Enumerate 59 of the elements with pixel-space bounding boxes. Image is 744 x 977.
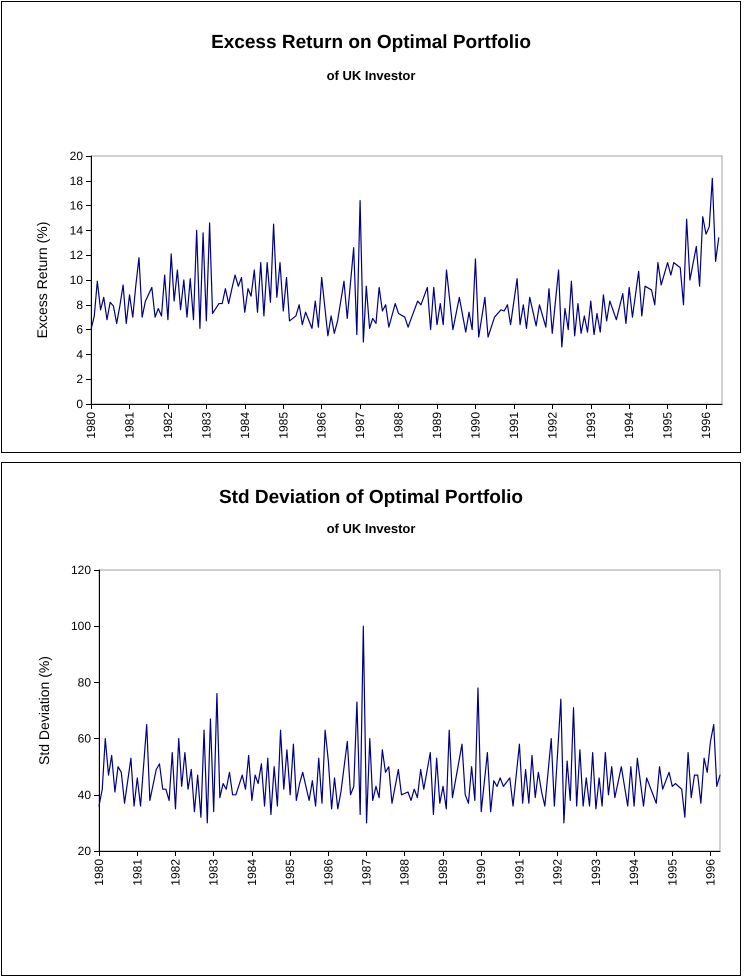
x-tick-label: 1982 — [168, 858, 182, 886]
x-tick-label: 1992 — [545, 412, 560, 439]
y-tick-label: 4 — [76, 347, 84, 362]
y-tick-label: 10 — [70, 273, 84, 287]
x-tick-label: 1980 — [92, 858, 106, 886]
y-tick-label: 6 — [76, 322, 84, 337]
y-tick-label: 100 — [70, 619, 92, 634]
x-tick-label: 1987 — [360, 858, 374, 886]
y-tick-label: 80 — [78, 675, 92, 690]
line-series — [90, 178, 720, 348]
y-axis-title: Std Deviation (%) — [36, 656, 52, 765]
x-tick-label: 1983 — [206, 858, 221, 886]
chart-title: Excess Return on Optimal Portfolio — [211, 32, 531, 53]
y-tick-label: 2 — [76, 372, 84, 386]
y-axis-title: Excess Return (%) — [34, 222, 50, 338]
x-tick-label: 1980 — [84, 412, 98, 439]
x-tick-label: 1993 — [584, 412, 598, 439]
x-tick-label: 1985 — [276, 412, 290, 439]
x-tick-label: 1995 — [665, 858, 680, 886]
y-tick-label: 14 — [70, 223, 84, 238]
x-tick-label: 1981 — [122, 412, 137, 439]
x-tick-label: 1990 — [474, 858, 488, 886]
x-tick-label: 1988 — [398, 858, 412, 886]
y-tick-label: 60 — [78, 732, 92, 746]
y-tick-label: 18 — [70, 174, 84, 188]
y-tick-label: 16 — [70, 198, 84, 213]
x-tick-label: 1996 — [699, 412, 714, 439]
x-tick-label: 1985 — [283, 858, 298, 886]
x-tick-label: 1988 — [392, 412, 406, 439]
x-tick-label: 1986 — [314, 412, 329, 439]
x-tick-label: 1993 — [588, 858, 603, 886]
x-tick-label: 1981 — [130, 858, 144, 886]
y-tick-label: 0 — [76, 397, 84, 411]
x-tick-label: 1996 — [703, 858, 718, 886]
chart-title: Std Deviation of Optimal Portfolio — [219, 487, 523, 508]
y-tick-label: 8 — [76, 298, 84, 312]
x-tick-label: 1995 — [660, 412, 675, 439]
x-tick-label: 1994 — [627, 858, 642, 886]
x-tick-label: 1989 — [430, 412, 444, 439]
x-tick-label: 1989 — [436, 858, 450, 886]
x-tick-label: 1983 — [199, 412, 214, 439]
x-tick-label: 1992 — [550, 858, 565, 886]
y-tick-label: 20 — [70, 149, 84, 163]
chart-subtitle: of UK Investor — [326, 521, 416, 536]
x-tick-label: 1991 — [512, 858, 526, 886]
x-tick-label: 1986 — [321, 858, 336, 886]
x-tick-label: 1984 — [244, 858, 259, 886]
x-tick-label: 1991 — [506, 412, 521, 439]
x-tick-label: 1990 — [468, 412, 482, 439]
y-tick-label: 120 — [70, 563, 92, 577]
y-tick-label: 12 — [70, 248, 84, 262]
x-tick-label: 1987 — [353, 412, 368, 439]
chart-subtitle: of UK Investor — [326, 68, 416, 83]
x-tick-label: 1982 — [160, 412, 175, 439]
x-tick-label: 1994 — [622, 412, 636, 439]
line-series — [98, 626, 721, 824]
y-tick-label: 20 — [78, 844, 92, 858]
y-tick-label: 40 — [78, 788, 92, 802]
x-tick-label: 1984 — [238, 412, 252, 439]
